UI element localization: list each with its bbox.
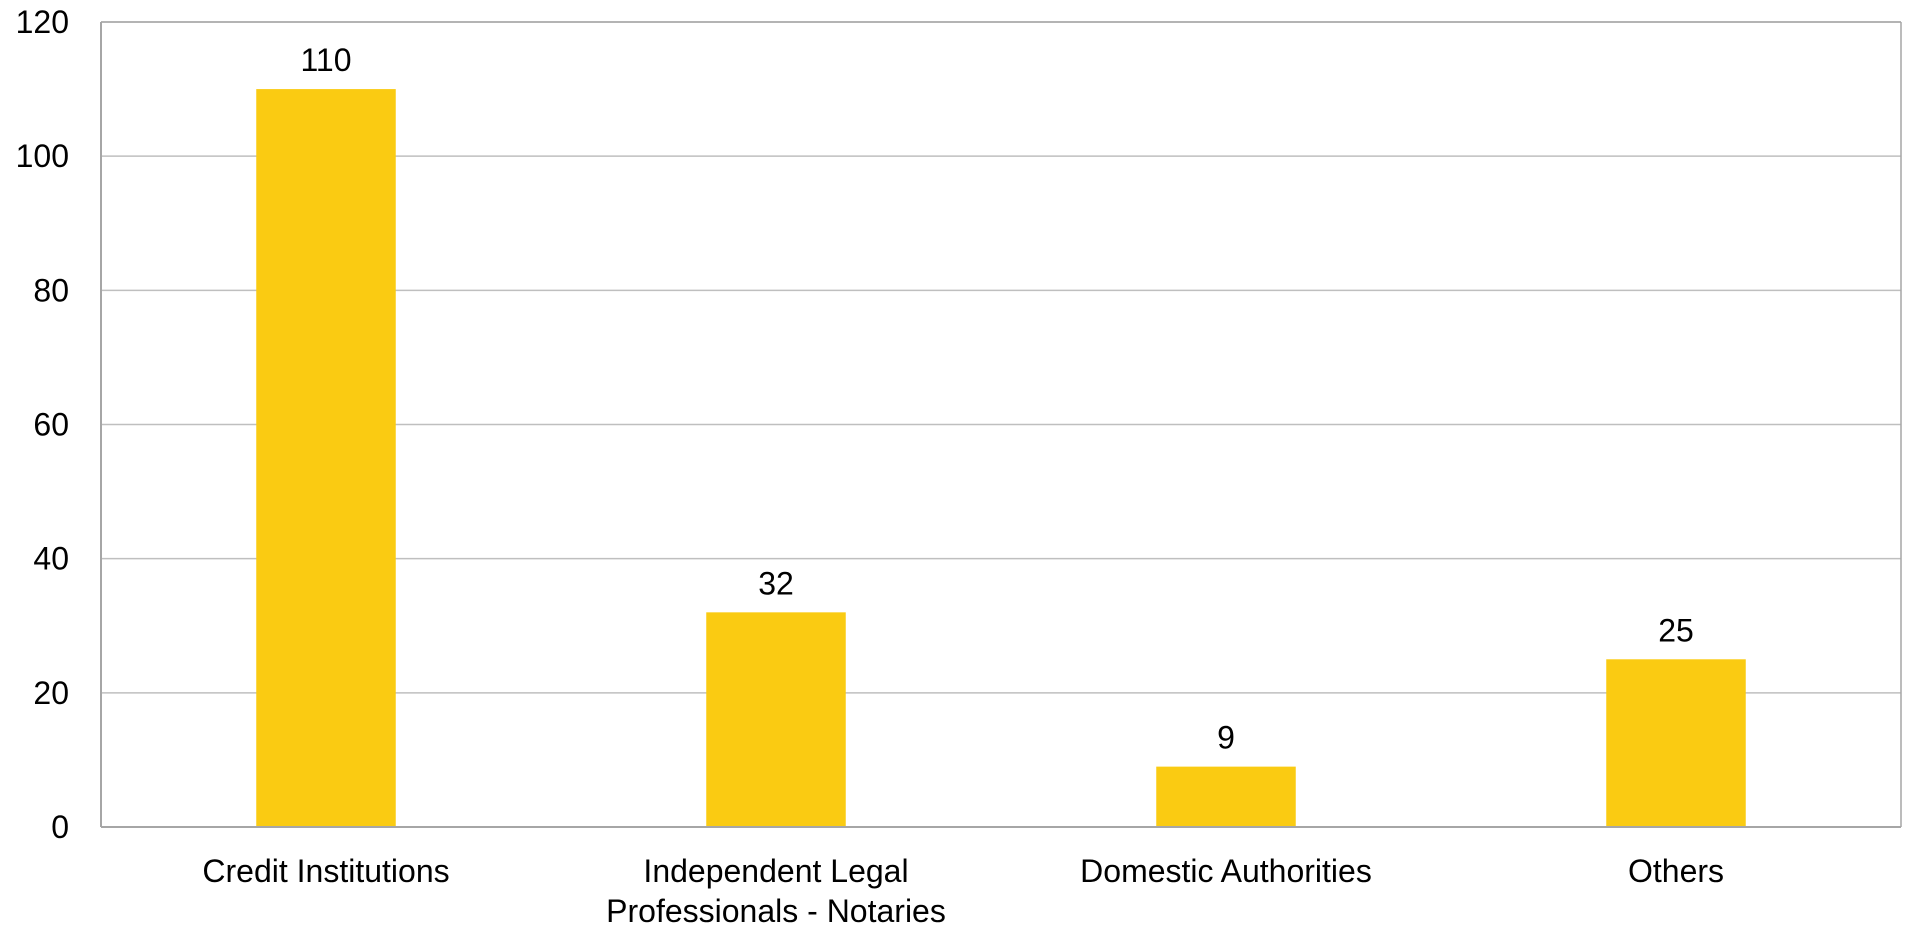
y-tick-label: 60 <box>33 407 69 443</box>
data-label: 110 <box>300 42 351 78</box>
axes <box>100 21 1902 828</box>
bars <box>256 89 1746 828</box>
x-category-label: Others <box>1628 853 1724 889</box>
y-tick-label: 20 <box>33 675 69 711</box>
data-label: 9 <box>1217 720 1235 756</box>
x-category-label: Professionals - Notaries <box>606 893 946 928</box>
y-tick-label: 100 <box>16 138 69 174</box>
y-tick-label: 120 <box>16 4 69 40</box>
x-category-label: Independent Legal <box>643 853 908 889</box>
bar <box>706 612 846 827</box>
data-label: 25 <box>1658 612 1694 648</box>
y-tick-label: 40 <box>33 541 69 577</box>
labels: 0 20 40 60 80 100 120 110 Credit Institutions 32 I… <box>16 4 1724 928</box>
x-category-label: Credit Institutions <box>202 853 449 889</box>
y-tick-label: 80 <box>33 272 69 308</box>
data-label: 32 <box>758 565 794 601</box>
y-tick-label: 0 <box>51 809 69 845</box>
bar <box>1606 659 1746 827</box>
bar <box>256 89 396 828</box>
bar <box>1156 766 1296 827</box>
x-category-label: Domestic Authorities <box>1080 853 1372 889</box>
